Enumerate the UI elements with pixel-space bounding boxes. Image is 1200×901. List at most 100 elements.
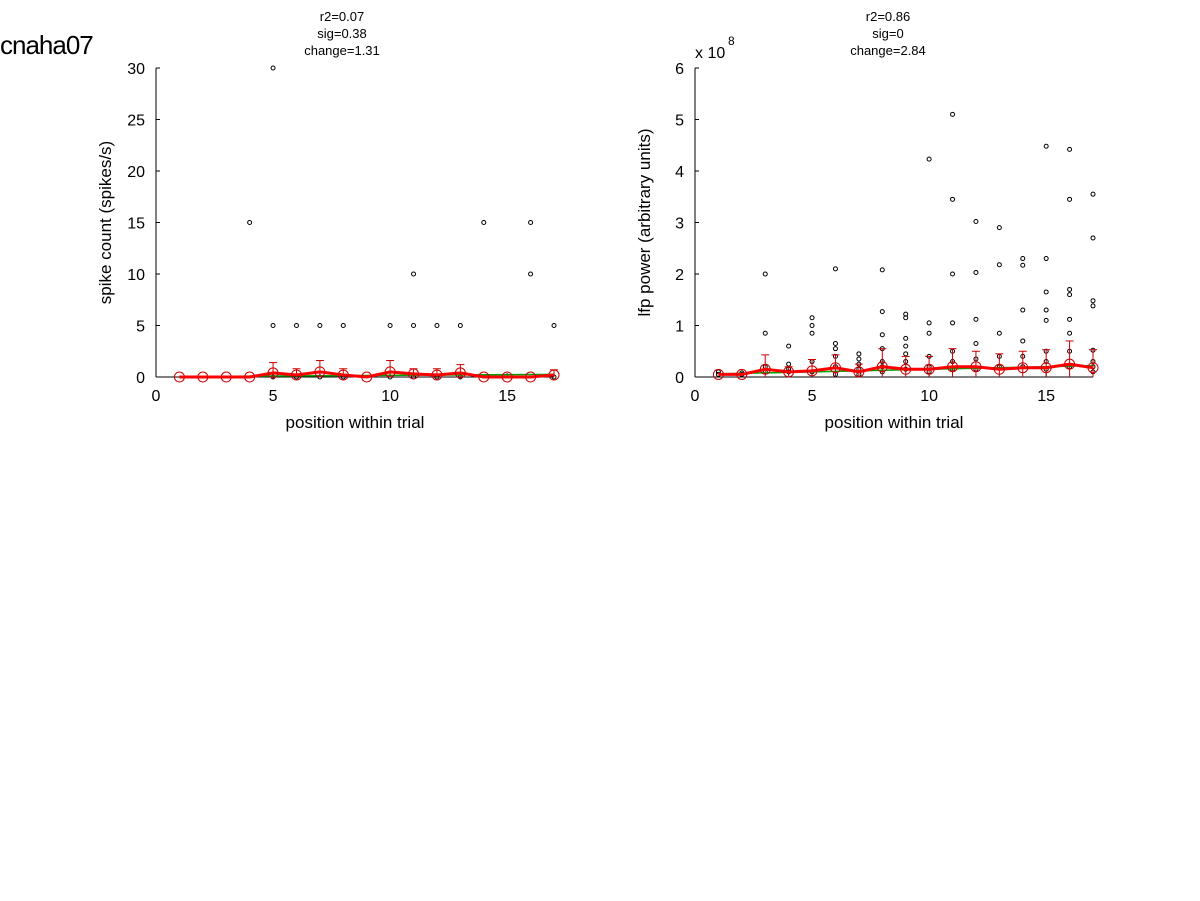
mean-marker xyxy=(501,371,513,383)
stats-line: r2=0.86 xyxy=(866,9,910,24)
mean-line xyxy=(179,370,555,379)
stats-line: sig=0.38 xyxy=(317,26,367,41)
mean-marker xyxy=(900,363,912,375)
mean-marker xyxy=(173,371,185,383)
y-axis-label: spike count (spikes/s) xyxy=(96,141,115,304)
y-tick-label: 4 xyxy=(675,164,684,181)
data-point xyxy=(1043,307,1049,313)
data-point xyxy=(762,271,768,277)
data-point xyxy=(856,356,862,362)
mean-marker xyxy=(853,366,865,378)
y-tick-label: 0 xyxy=(675,370,684,387)
y-tick-label: 5 xyxy=(136,319,145,336)
data-point xyxy=(996,225,1002,231)
mean-marker xyxy=(361,371,373,383)
y-axis-label: lfp power (arbitrary units) xyxy=(635,128,654,316)
data-point xyxy=(340,323,346,328)
x-tick-label: 0 xyxy=(691,388,700,405)
stats-line: change=2.84 xyxy=(850,43,926,58)
data-point xyxy=(926,320,932,326)
y-tick-label: 25 xyxy=(127,113,145,130)
x-tick-label: 10 xyxy=(920,388,938,405)
data-point xyxy=(1090,298,1096,304)
data-point xyxy=(996,262,1002,268)
mean-line xyxy=(718,362,1094,376)
y-tick-label: 30 xyxy=(127,61,145,78)
data-point xyxy=(247,220,253,225)
mean-marker xyxy=(712,368,724,380)
data-point xyxy=(411,271,417,277)
data-point xyxy=(950,111,956,117)
data-point xyxy=(950,271,956,277)
data-point xyxy=(528,271,534,277)
data-point xyxy=(1020,256,1026,262)
data-point xyxy=(1043,289,1049,295)
data-point xyxy=(809,323,815,328)
mean-marker xyxy=(408,368,420,380)
mean-marker xyxy=(759,363,771,375)
data-point xyxy=(903,315,909,321)
data-point xyxy=(1043,317,1049,323)
mean-marker xyxy=(290,369,302,381)
data-point xyxy=(270,323,276,328)
y-tick-label: 5 xyxy=(675,113,684,130)
data-point xyxy=(411,323,417,328)
data-point xyxy=(387,323,393,328)
y-tick-label: 10 xyxy=(127,267,145,284)
data-point xyxy=(1067,330,1073,336)
data-point xyxy=(809,315,815,321)
mean-marker xyxy=(244,371,256,383)
data-point xyxy=(809,330,815,336)
x-tick-label: 15 xyxy=(498,388,516,405)
data-point xyxy=(973,316,979,322)
data-point xyxy=(1067,286,1073,292)
data-point xyxy=(528,220,534,225)
data-point xyxy=(903,343,909,349)
mean-marker xyxy=(548,369,560,381)
data-point xyxy=(1043,143,1049,149)
mean-marker xyxy=(384,366,396,378)
x-tick-label: 15 xyxy=(1037,388,1055,405)
y-tick-label: 0 xyxy=(136,370,145,387)
data-point xyxy=(903,351,909,357)
mean-marker xyxy=(267,367,279,379)
data-point xyxy=(973,269,979,275)
page-label: cnaha07 xyxy=(0,30,94,60)
mean-marker xyxy=(970,361,982,373)
data-point xyxy=(832,341,838,347)
y-tick-label: 3 xyxy=(675,216,684,233)
mean-marker xyxy=(431,369,443,381)
data-point xyxy=(879,309,885,315)
mean-marker xyxy=(806,365,818,377)
mean-marker xyxy=(197,371,209,383)
data-point xyxy=(950,196,956,202)
data-point xyxy=(832,266,838,272)
x-tick-label: 10 xyxy=(381,388,399,405)
y-tick-label: 20 xyxy=(127,164,145,181)
mean-marker xyxy=(993,363,1005,375)
data-point xyxy=(434,323,440,328)
data-point xyxy=(1090,235,1096,241)
data-point xyxy=(317,323,323,328)
mean-marker xyxy=(829,362,841,374)
y-tick-label: 2 xyxy=(675,267,684,284)
mean-marker xyxy=(1087,362,1099,374)
data-point xyxy=(762,330,768,336)
mean-marker xyxy=(314,366,326,378)
lfp-power-chart: r2=0.86 sig=0 change=2.84 0 5 10 15 0 1 2 3 4 5 6 posi… xyxy=(635,9,1099,432)
axis-multiplier-base: x 10 xyxy=(695,45,725,62)
data-point xyxy=(879,332,885,338)
data-point xyxy=(1020,338,1026,344)
data-point xyxy=(832,346,838,352)
data-point xyxy=(1090,303,1096,309)
data-point xyxy=(996,330,1002,336)
mean-marker xyxy=(1017,362,1029,374)
data-point xyxy=(270,65,276,71)
data-point xyxy=(1090,191,1096,197)
data-point xyxy=(551,323,557,328)
data-point xyxy=(786,343,792,349)
data-point xyxy=(926,330,932,336)
x-tick-label: 5 xyxy=(808,388,817,405)
y-tick-label: 6 xyxy=(675,61,684,78)
data-point xyxy=(856,351,862,357)
